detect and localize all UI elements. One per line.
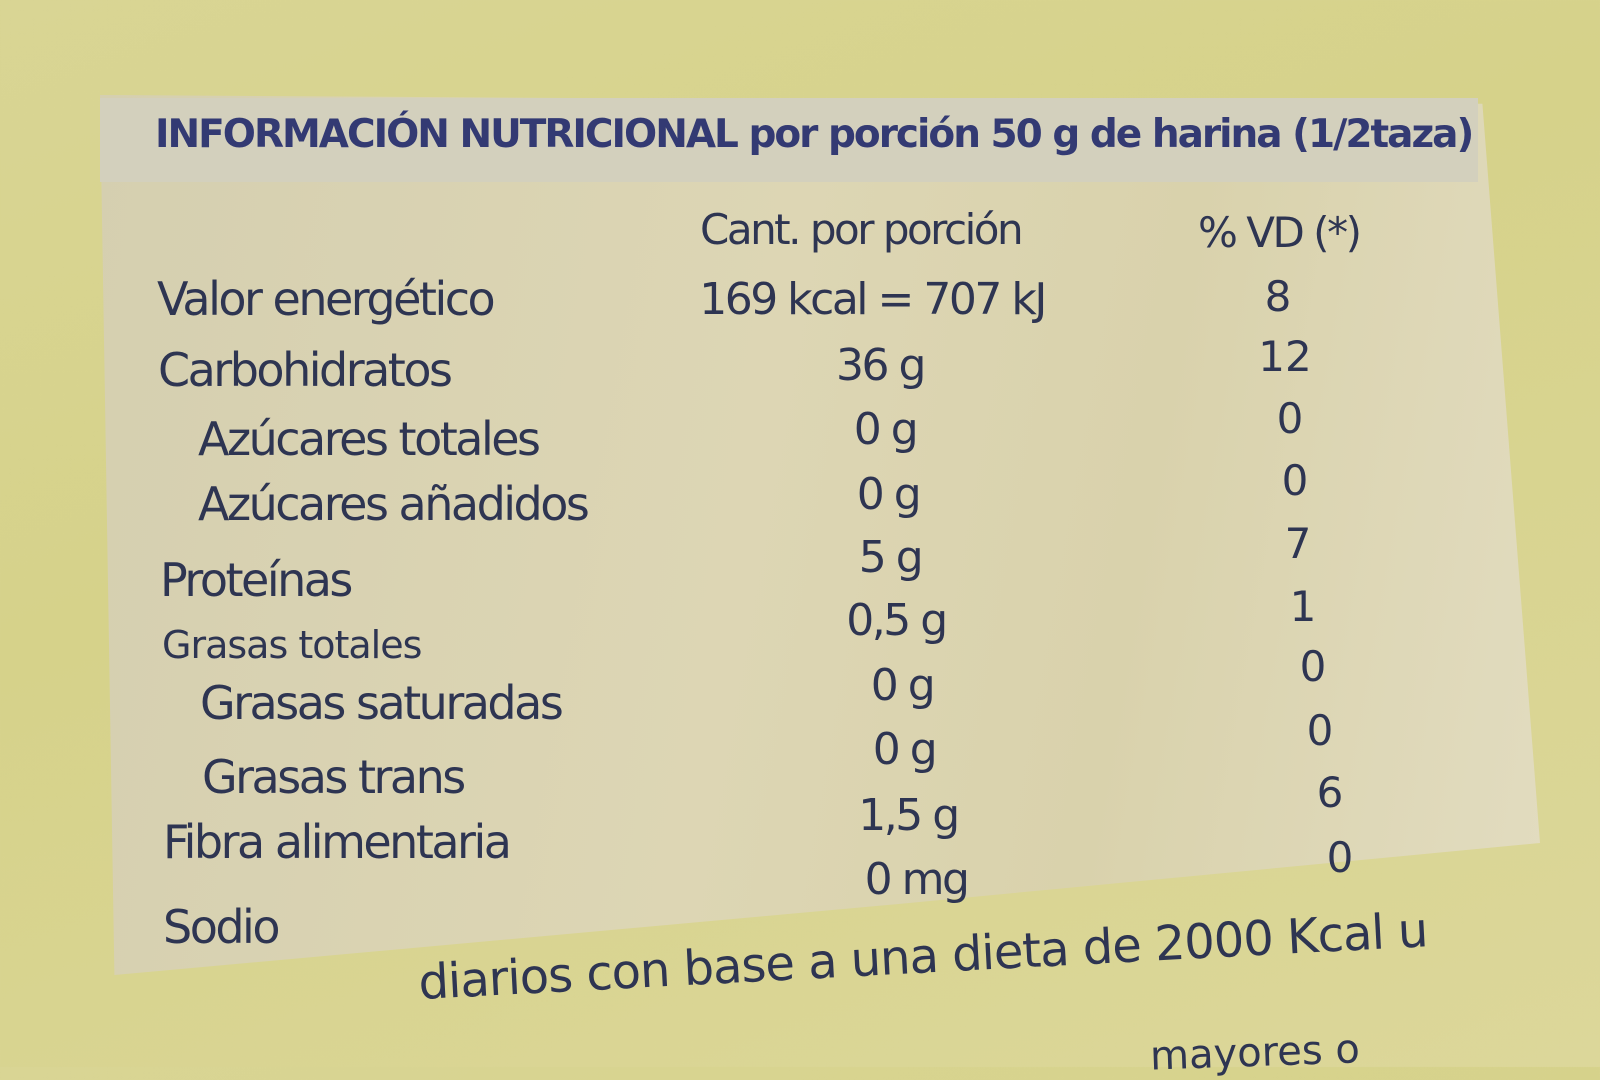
row-amount: 169 kcal = 707 kJ xyxy=(699,274,1047,325)
row-label: Carbohidratos xyxy=(158,343,453,397)
row-dv: 0 xyxy=(1306,706,1334,755)
row-dv: 0 xyxy=(1299,642,1327,691)
header-amount: Cant. por porción xyxy=(700,205,1024,254)
row-amount: 0 mg xyxy=(864,854,970,905)
row-dv: 0 xyxy=(1326,833,1354,882)
row-dv: 7 xyxy=(1284,519,1312,568)
row-label: Grasas saturadas xyxy=(200,676,564,730)
row-label: Azúcares añadidos xyxy=(198,477,590,531)
row-amount: 0 g xyxy=(870,660,936,711)
header-dv: % VD (*) xyxy=(1198,208,1362,257)
row-amount: 0 g xyxy=(853,404,919,455)
row-label: Valor energético xyxy=(157,272,496,326)
row-label: Azúcares totales xyxy=(198,412,541,466)
row-dv: 0 xyxy=(1281,456,1309,505)
row-dv: 1 xyxy=(1289,582,1317,631)
row-amount: 36 g xyxy=(836,340,926,391)
row-label: Fibra alimentaria xyxy=(163,815,512,869)
row-dv: 6 xyxy=(1316,768,1344,817)
row-amount: 1,5 g xyxy=(858,790,960,841)
row-dv: 12 xyxy=(1258,332,1312,381)
label-title: INFORMACIÓN NUTRICIONAL por porción 50 g… xyxy=(155,112,1474,157)
row-label: Sodio xyxy=(163,900,280,954)
row-label: Grasas trans xyxy=(202,750,466,804)
row-dv: 8 xyxy=(1264,272,1292,321)
row-label: Grasas totales xyxy=(162,623,422,667)
row-label: Proteínas xyxy=(160,553,353,607)
row-amount: 0 g xyxy=(872,724,938,775)
footnote-partial: mayores o xyxy=(1149,1026,1361,1080)
row-amount: 0 g xyxy=(856,469,922,520)
row-amount: 5 g xyxy=(858,532,924,583)
row-dv: 0 xyxy=(1276,394,1304,443)
title-band xyxy=(100,98,1478,182)
row-amount: 0,5 g xyxy=(846,595,948,646)
nutrition-panel xyxy=(100,95,1540,975)
